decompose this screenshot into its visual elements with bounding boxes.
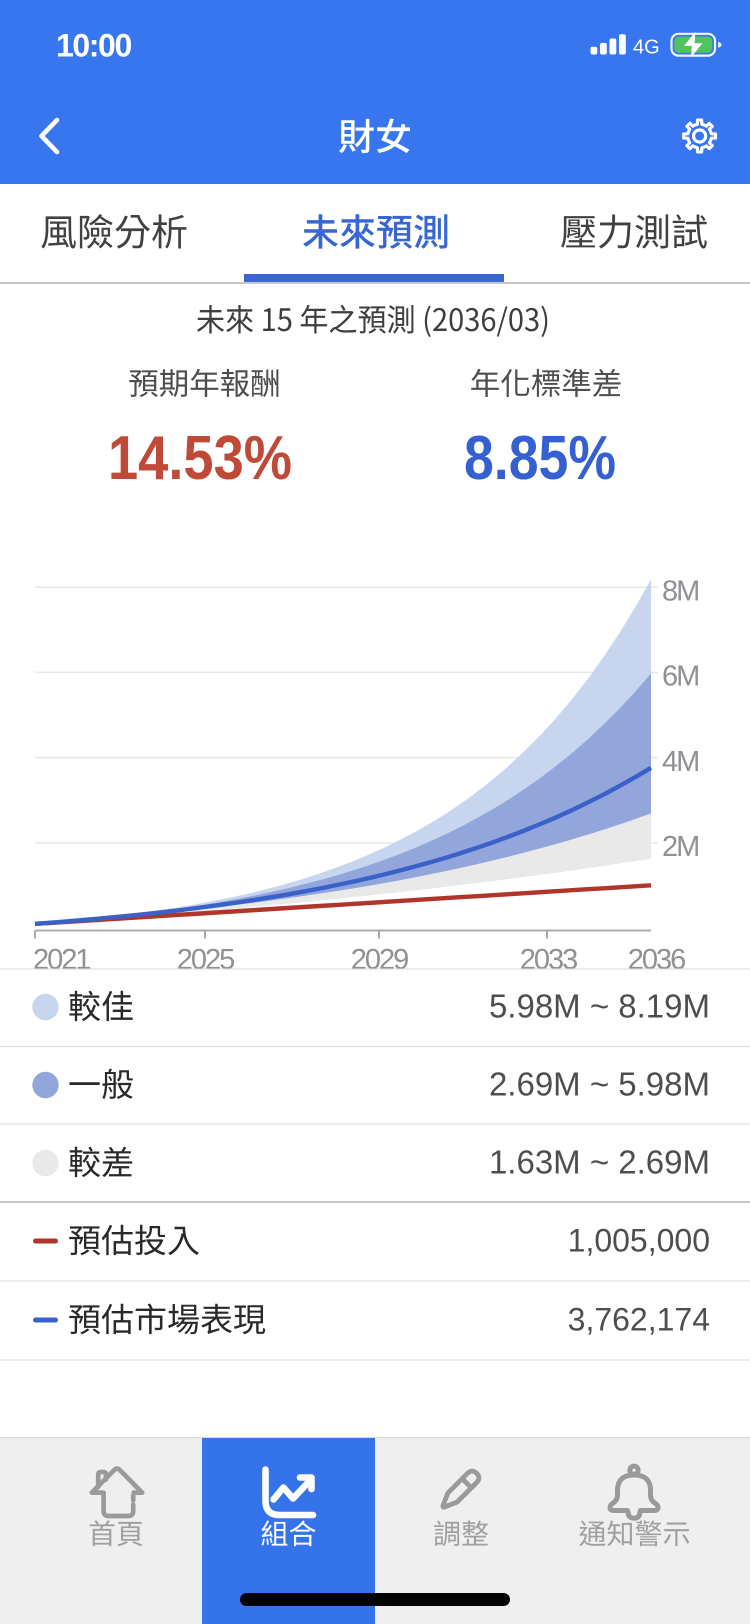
svg-text:2029: 2029	[351, 944, 408, 976]
svg-text:8M: 8M	[662, 576, 698, 608]
svg-text:4M: 4M	[662, 746, 698, 778]
svg-text:1,005,000: 1,005,000	[568, 1223, 710, 1259]
svg-text:5.98M ~ 8.19M: 5.98M ~ 8.19M	[489, 988, 710, 1025]
svg-text:4G: 4G	[633, 37, 660, 59]
svg-text:2.69M ~ 5.98M: 2.69M ~ 5.98M	[489, 1066, 710, 1103]
svg-text:3,762,174: 3,762,174	[568, 1302, 710, 1338]
svg-text:2021: 2021	[33, 944, 90, 976]
svg-text:10:00: 10:00	[56, 28, 131, 64]
svg-text:14.53%: 14.53%	[108, 424, 292, 493]
svg-text:1.63M ~ 2.69M: 1.63M ~ 2.69M	[489, 1144, 710, 1181]
svg-text:2036: 2036	[628, 944, 685, 976]
svg-text:2M: 2M	[662, 831, 698, 863]
svg-text:2033: 2033	[520, 944, 577, 976]
svg-text:6M: 6M	[662, 661, 698, 693]
svg-text:8.85%: 8.85%	[464, 424, 616, 493]
svg-text:2025: 2025	[177, 944, 234, 976]
